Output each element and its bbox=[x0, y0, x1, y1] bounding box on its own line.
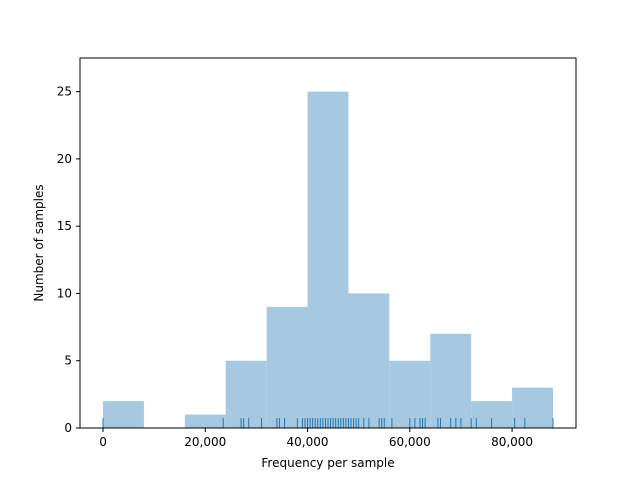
y-tick-label: 15 bbox=[57, 219, 72, 233]
histogram-bar bbox=[184, 414, 226, 428]
histogram-bar bbox=[266, 306, 308, 428]
y-tick-label: 20 bbox=[57, 152, 72, 166]
histogram-bar bbox=[225, 360, 267, 428]
x-tick-label: 20,000 bbox=[184, 435, 226, 449]
histogram-bar bbox=[430, 333, 472, 428]
y-tick-label: 0 bbox=[64, 421, 72, 435]
y-axis-ticks: 0 5 10 15 20 25 bbox=[57, 85, 80, 435]
x-tick-label: 60,000 bbox=[389, 435, 431, 449]
bars-layer bbox=[103, 91, 553, 429]
histogram-bar bbox=[348, 293, 390, 428]
plot-frame bbox=[79, 57, 577, 429]
y-tick-label: 10 bbox=[57, 286, 72, 300]
histogram-bar bbox=[389, 360, 431, 428]
histogram-bar bbox=[103, 401, 144, 428]
y-tick-label: 5 bbox=[64, 354, 72, 368]
x-tick-label: 80,000 bbox=[491, 435, 533, 449]
x-tick-label: 40,000 bbox=[287, 435, 329, 449]
rug-layer bbox=[102, 418, 554, 428]
histogram-bar bbox=[512, 387, 553, 428]
x-axis-ticks: 0 20,000 40,000 60,000 80,000 bbox=[99, 428, 533, 449]
y-axis-label: Number of samples bbox=[32, 184, 46, 301]
y-tick-label: 25 bbox=[57, 85, 72, 99]
x-tick-label: 0 bbox=[99, 435, 107, 449]
histogram-bar bbox=[307, 91, 349, 429]
x-axis-label: Frequency per sample bbox=[261, 456, 394, 470]
